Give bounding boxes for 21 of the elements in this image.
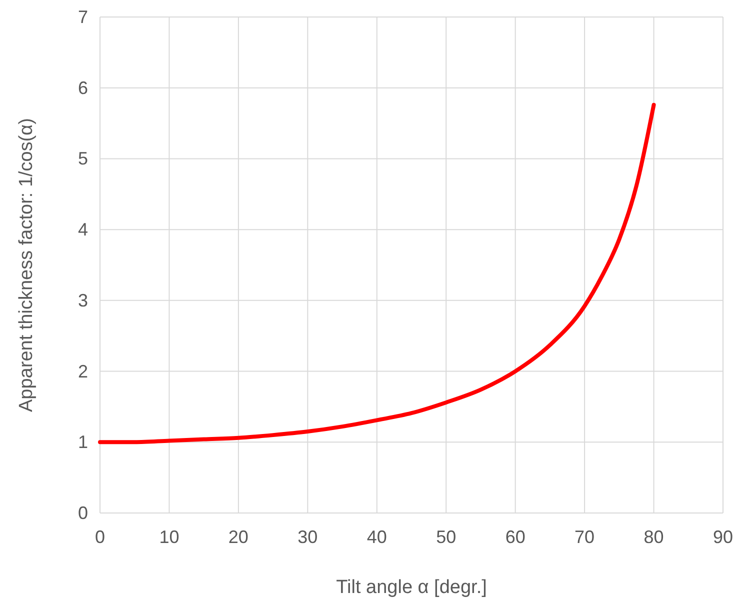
x-tick-label: 20 [228,527,248,547]
y-tick-label: 6 [78,78,88,98]
y-tick-label: 0 [78,503,88,523]
x-tick-label: 30 [298,527,318,547]
x-tick-label: 10 [159,527,180,547]
y-tick-label: 5 [78,148,88,169]
y-tick-label: 7 [78,7,88,27]
x-tick-label: 90 [712,527,734,547]
x-axis-title: Tilt angle α [degr.] [336,577,487,598]
y-tick-label: 2 [78,361,88,382]
x-tick-label: 0 [94,527,106,547]
x-tick-label: 40 [366,527,387,547]
line-series [98,102,656,444]
y-tick-label: 3 [78,290,88,310]
x-tick-label: 50 [436,527,456,547]
x-tick-label: 60 [505,527,526,547]
x-tick-label: 80 [644,527,664,547]
y-tick-label: 4 [78,220,88,240]
y-tick-label: 1 [78,432,88,452]
y-axis-title: Apparent thickness factor: 1/cos(α) [16,118,37,412]
x-tick-label: 70 [574,527,595,547]
